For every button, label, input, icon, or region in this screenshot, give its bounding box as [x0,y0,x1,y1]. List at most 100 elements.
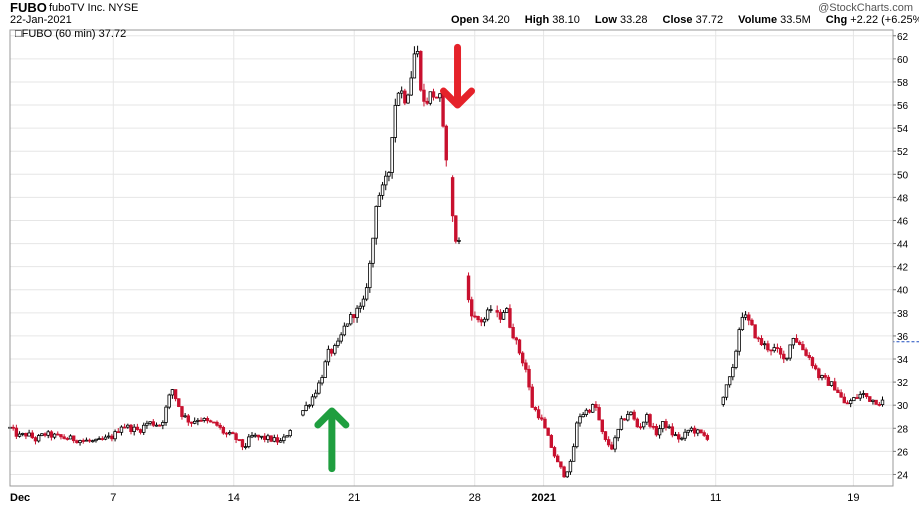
chg-value: +2.22 (+6.25%) [850,14,919,26]
candle-body [412,53,417,79]
candle-body [84,439,89,442]
candle-body [345,323,350,327]
candle-body [817,368,821,379]
candle-body [317,382,321,394]
candle-body [132,426,136,432]
candle-body [164,406,168,423]
candle-body [81,440,85,442]
y-tick-label: 40 [897,286,909,297]
candle-body [240,439,245,448]
candle-body [91,440,95,443]
candle-body [743,314,748,318]
candle-body [94,438,98,442]
candle-body [202,418,206,421]
candle-body [352,314,356,319]
candle-body [107,435,111,438]
candle-body [129,424,133,432]
candle-body [151,421,155,426]
candle-body [864,393,869,397]
candle-body [641,421,646,428]
candle-body [692,427,697,434]
candle-body [396,92,401,106]
candle-body [409,77,413,96]
candle-body [661,421,665,430]
candle-body [568,460,573,473]
candle-body [852,397,856,402]
candle-body [199,419,203,422]
y-tick-label: 62 [897,32,909,43]
candle-body [705,435,710,440]
chart-date: 22-Jan-2021 [10,14,72,26]
y-tick-label: 52 [897,147,909,158]
candle-body [581,414,585,418]
candle-body [578,416,582,424]
candle-body [591,404,595,413]
candle-body [78,440,82,444]
arrow-down-head [440,87,476,109]
candle-body [224,432,229,435]
candle-body [724,384,729,398]
candle-body [597,407,601,421]
candle-body [71,435,76,442]
candle-body [11,426,15,429]
candle-body [24,432,28,437]
candle-body [820,375,824,379]
candle-body [804,349,808,356]
candle-body [696,429,700,434]
candle-body [848,400,853,405]
candle-body [549,435,554,448]
candle-body [470,299,474,317]
candle-body [645,414,649,423]
candle-body [654,425,659,436]
candle-body [425,100,429,104]
candle-body [670,426,675,436]
candle-body [813,365,818,370]
company-label: fuboTV Inc. [49,2,106,14]
low-value: 33.28 [619,14,648,26]
candle-body [387,172,391,177]
candle-body [635,418,640,428]
ticker-symbol: FUBO [10,0,47,15]
candle-body [189,421,194,424]
y-tick-label: 44 [897,240,909,251]
y-tick-label: 48 [897,193,909,204]
candle-body [683,431,687,439]
candle-body [103,436,108,440]
exchange-label: NYSE [108,2,139,14]
candle-body [21,432,25,435]
candle-body [823,375,827,378]
candle-body [221,427,226,434]
high-value: 38.10 [552,14,580,26]
candle-body [473,315,477,318]
candle-body [374,205,378,239]
candle-body [434,96,439,99]
candle-body [336,340,340,346]
candle-body [740,316,745,331]
candle-body [142,424,146,433]
y-tick-label: 46 [897,216,909,227]
candle-body [30,432,34,439]
candle-body [667,426,671,429]
candle-body [565,471,569,478]
candle-body [234,433,238,440]
candle-body [533,406,538,411]
candle-body [466,275,471,301]
candle-body [113,431,117,440]
x-tick-label: 11 [710,492,721,504]
y-tick-label: 24 [897,470,909,481]
candle-body [126,424,130,428]
candle-body [419,50,423,91]
candle-body [27,432,31,437]
candle-body [734,350,738,368]
candle-body [52,433,57,438]
candle-body [651,425,655,428]
arrow-down-annotation [440,43,476,109]
candle-body [753,324,757,339]
candle-body [737,329,741,352]
candle-body [438,93,442,99]
candle-body [880,399,885,406]
candle-body [702,432,706,436]
candle-body [622,418,627,421]
candle-body [638,426,643,429]
